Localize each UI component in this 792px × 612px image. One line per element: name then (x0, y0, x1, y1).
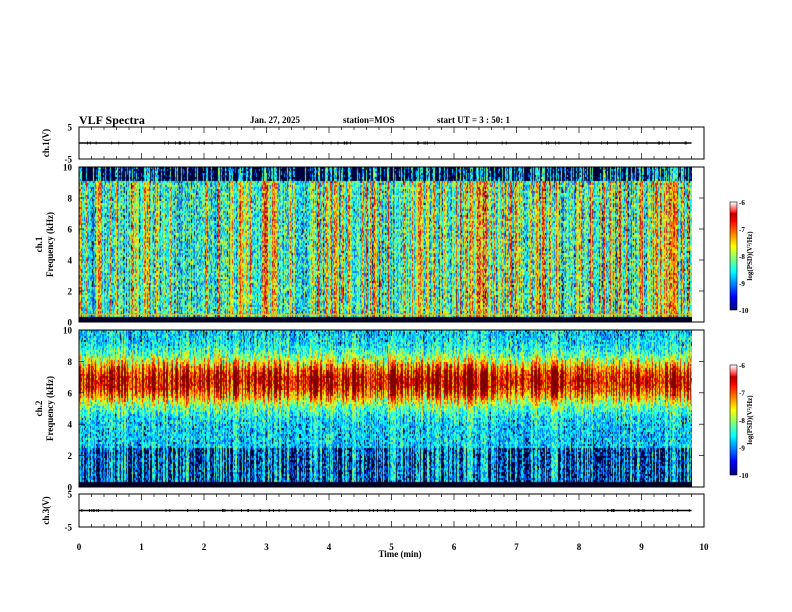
spectrogram-ch2-image (79, 330, 692, 487)
colorbar-tick-label: -10 (739, 472, 749, 480)
x-tick-label: 6 (452, 542, 457, 552)
colorbar-tick-label: -8 (739, 417, 745, 425)
x-axis-label: Time (min) (378, 549, 421, 559)
y-axis-label: Frequency (kHz) (45, 376, 55, 441)
spectrogram-ch1-image (79, 167, 692, 322)
colorbar-label: log(PSD)(V²/Hz) (746, 395, 754, 445)
y-tick-label: 5 (68, 490, 73, 500)
x-tick-label: 4 (327, 542, 332, 552)
x-tick-label: 10 (700, 542, 710, 552)
y-axis-label: ch.1 (34, 236, 44, 252)
colorbar-ch2-spectrogram (730, 365, 737, 475)
y-tick-label: 8 (68, 357, 73, 367)
station-label: station=MOS (343, 115, 395, 125)
colorbar-label: log(PSD)(V²/Hz) (746, 231, 754, 281)
y-tick-label: 4 (68, 420, 73, 430)
y-tick-label: 0 (68, 483, 73, 493)
x-tick-label: 8 (577, 542, 582, 552)
y-tick-label: -5 (65, 523, 73, 533)
y-tick-label: 4 (68, 256, 73, 266)
colorbar-frame (729, 364, 738, 476)
x-tick-label: 5 (389, 542, 394, 552)
y-tick-label: 2 (68, 287, 73, 297)
y-axis-label: ch.2 (34, 400, 44, 416)
date-label: Jan. 27, 2025 (250, 115, 301, 125)
y-tick-label: -5 (65, 155, 73, 165)
x-tick-label: 1 (139, 542, 144, 552)
figure-title: VLF Spectra (79, 113, 145, 127)
colorbar-tick-label: -7 (739, 226, 745, 234)
colorbar-tick-label: -6 (739, 199, 745, 207)
y-tick-label: 2 (68, 451, 73, 461)
y-tick-label: 10 (63, 326, 73, 336)
x-tick-label: 9 (639, 542, 644, 552)
y-tick-label: 6 (68, 388, 73, 398)
y-axis-label: ch.1(V) (41, 129, 51, 157)
x-tick-label: 3 (264, 542, 269, 552)
y-tick-label: 6 (68, 225, 73, 235)
y-tick-label: 10 (63, 163, 73, 173)
colorbar-tick-label: -9 (739, 445, 745, 453)
x-tick-label: 7 (514, 542, 519, 552)
y-axis-label: Frequency (kHz) (45, 212, 55, 277)
x-tick-label: 2 (202, 542, 207, 552)
colorbar-tick-label: -6 (739, 362, 745, 370)
start-ut-label: start UT = 3 : 50: 1 (437, 115, 510, 125)
x-tick-label: 0 (77, 542, 82, 552)
colorbar-tick-label: -9 (739, 280, 745, 288)
y-tick-label: 5 (68, 123, 73, 133)
colorbar-ch1-spectrogram (730, 202, 737, 310)
y-tick-label: 8 (68, 194, 73, 204)
y-axis-label: ch.3(V) (41, 496, 51, 524)
colorbar-frame (729, 201, 738, 311)
colorbar-tick-label: -7 (739, 390, 745, 398)
y-tick-label: 0 (68, 318, 73, 328)
colorbar-tick-label: -10 (739, 307, 749, 315)
colorbar-tick-label: -8 (739, 253, 745, 261)
